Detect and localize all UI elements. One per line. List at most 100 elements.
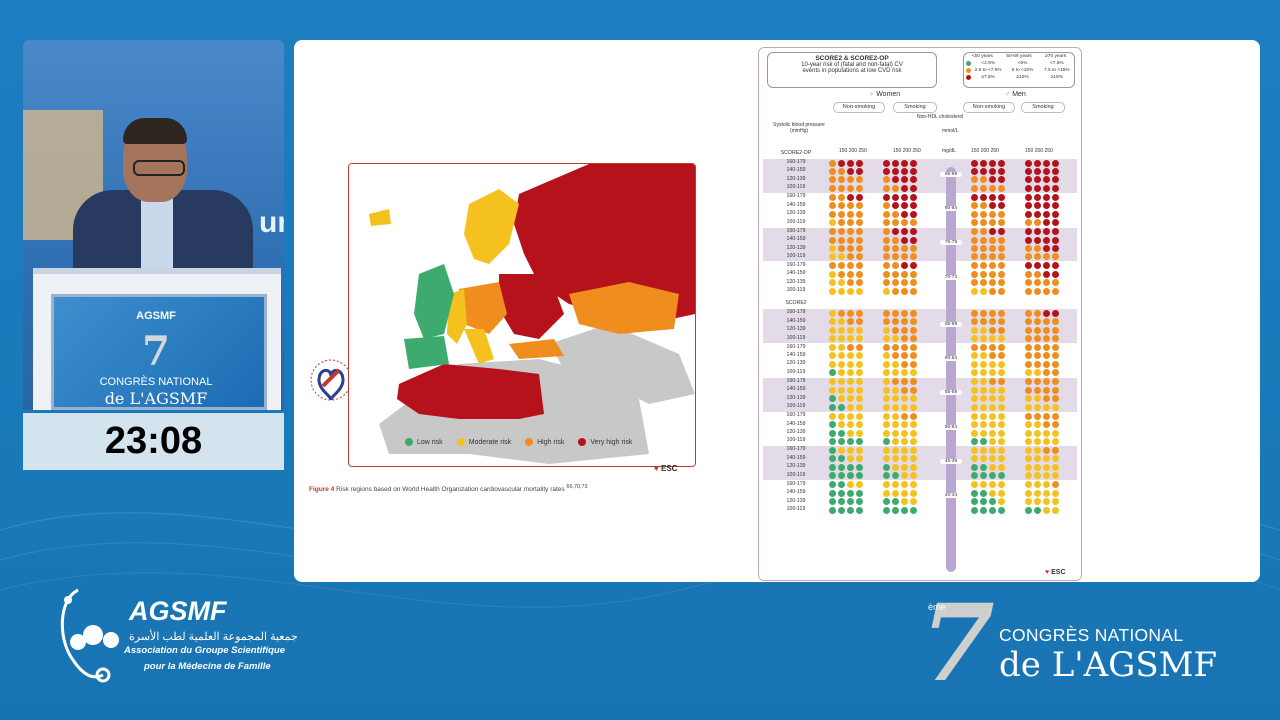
risk-cell [910, 378, 917, 386]
risk-cell [847, 335, 854, 343]
risk-cell [892, 378, 899, 386]
risk-cell [856, 463, 863, 471]
risk-cell [1034, 403, 1041, 411]
risk-cell [856, 455, 863, 463]
risk-cell [1034, 463, 1041, 471]
risk-cell [829, 498, 836, 506]
risk-cell [892, 498, 899, 506]
risk-cell [1034, 352, 1041, 360]
risk-cell [856, 159, 863, 167]
risk-cell [901, 326, 908, 334]
risk-cell [989, 352, 996, 360]
risk-cell [883, 455, 890, 463]
risk-cell [971, 344, 978, 351]
risk-cell [989, 412, 996, 420]
risk-cell [901, 287, 908, 295]
risk-cell [847, 253, 854, 261]
risk-cell [1052, 262, 1059, 270]
risk-cell [829, 326, 836, 334]
risk-cell [989, 219, 996, 227]
risk-cell [1025, 498, 1032, 506]
risk-cell [1052, 236, 1059, 244]
sbp-row-label: 120-139 [786, 278, 806, 285]
risk-cell [892, 270, 899, 278]
risk-cell [1025, 210, 1032, 218]
agsmf-stethoscope-logo-icon [60, 588, 119, 683]
risk-cell [989, 318, 996, 326]
risk-cell [1034, 318, 1041, 326]
risk-cell [847, 262, 854, 270]
risk-cell [838, 506, 845, 514]
risk-cell [847, 176, 854, 184]
risk-cell [847, 159, 854, 167]
risk-cell [901, 506, 908, 514]
sbp-row-label: 120-139 [786, 497, 806, 504]
risk-cell [847, 210, 854, 218]
risk-cell [1043, 245, 1050, 252]
risk-cell [1043, 176, 1050, 184]
risk-cell [989, 262, 996, 270]
risk-cell [847, 236, 854, 244]
risk-cell [838, 228, 845, 236]
score2-chart: SCORE2 & SCORE2-OP 10-year risk of (fata… [758, 47, 1082, 581]
esc-logo-map: ♥ ESC [654, 464, 677, 473]
risk-cell [901, 219, 908, 227]
risk-cell [901, 279, 908, 287]
risk-cell [1052, 202, 1059, 210]
sbp-row-label: 160-179 [786, 480, 806, 487]
legend-item-high: High risk [525, 438, 564, 446]
sbp-row-label: 140-159 [786, 351, 806, 358]
risk-cell [856, 193, 863, 201]
women-mgdl-ticks-1: 150 200 250 [839, 148, 867, 154]
risk-cell [838, 210, 845, 218]
risk-cell [998, 326, 1005, 334]
risk-cell [1034, 210, 1041, 218]
risk-cell [1052, 167, 1059, 175]
risk-cell [1052, 481, 1059, 489]
risk-cell [910, 210, 917, 218]
risk-cell [998, 176, 1005, 184]
risk-cell [1043, 219, 1050, 227]
risk-cell [856, 245, 863, 252]
risk-cell [847, 219, 854, 227]
risk-cell [1025, 378, 1032, 386]
risk-cell [856, 437, 863, 445]
risk-cell [980, 184, 987, 192]
risk-cell [829, 481, 836, 489]
risk-cell [856, 481, 863, 489]
risk-cell [1025, 506, 1032, 514]
risk-cell [971, 506, 978, 514]
risk-cell [1052, 489, 1059, 497]
risk-cell [892, 463, 899, 471]
risk-cell [971, 219, 978, 227]
map-region-turkey [509, 339, 564, 359]
sbp-row-label: 120-139 [786, 210, 806, 217]
risk-cell [971, 403, 978, 411]
risk-cell [883, 262, 890, 270]
risk-cell [847, 437, 854, 445]
risk-cell [838, 463, 845, 471]
risk-cell [901, 253, 908, 261]
risk-cell [829, 253, 836, 261]
risk-cell [998, 159, 1005, 167]
risk-cell [980, 202, 987, 210]
risk-cell [1034, 193, 1041, 201]
risk-cell [883, 403, 890, 411]
risk-cell [829, 369, 836, 377]
risk-cell [1034, 455, 1041, 463]
risk-cell [980, 386, 987, 394]
legend-dot-high [525, 438, 534, 446]
risk-cell [980, 446, 987, 454]
risk-cell [980, 287, 987, 295]
risk-cell [989, 228, 996, 236]
risk-cell [901, 309, 908, 317]
risk-cell [856, 344, 863, 351]
risk-cell [1025, 344, 1032, 351]
sbp-row-label: 140-159 [786, 317, 806, 324]
risk-cell [847, 412, 854, 420]
risk-cell [971, 472, 978, 480]
risk-cell [847, 403, 854, 411]
risk-cell [998, 202, 1005, 210]
risk-cell [901, 421, 908, 429]
sbp-row-label: 140-159 [786, 420, 806, 427]
